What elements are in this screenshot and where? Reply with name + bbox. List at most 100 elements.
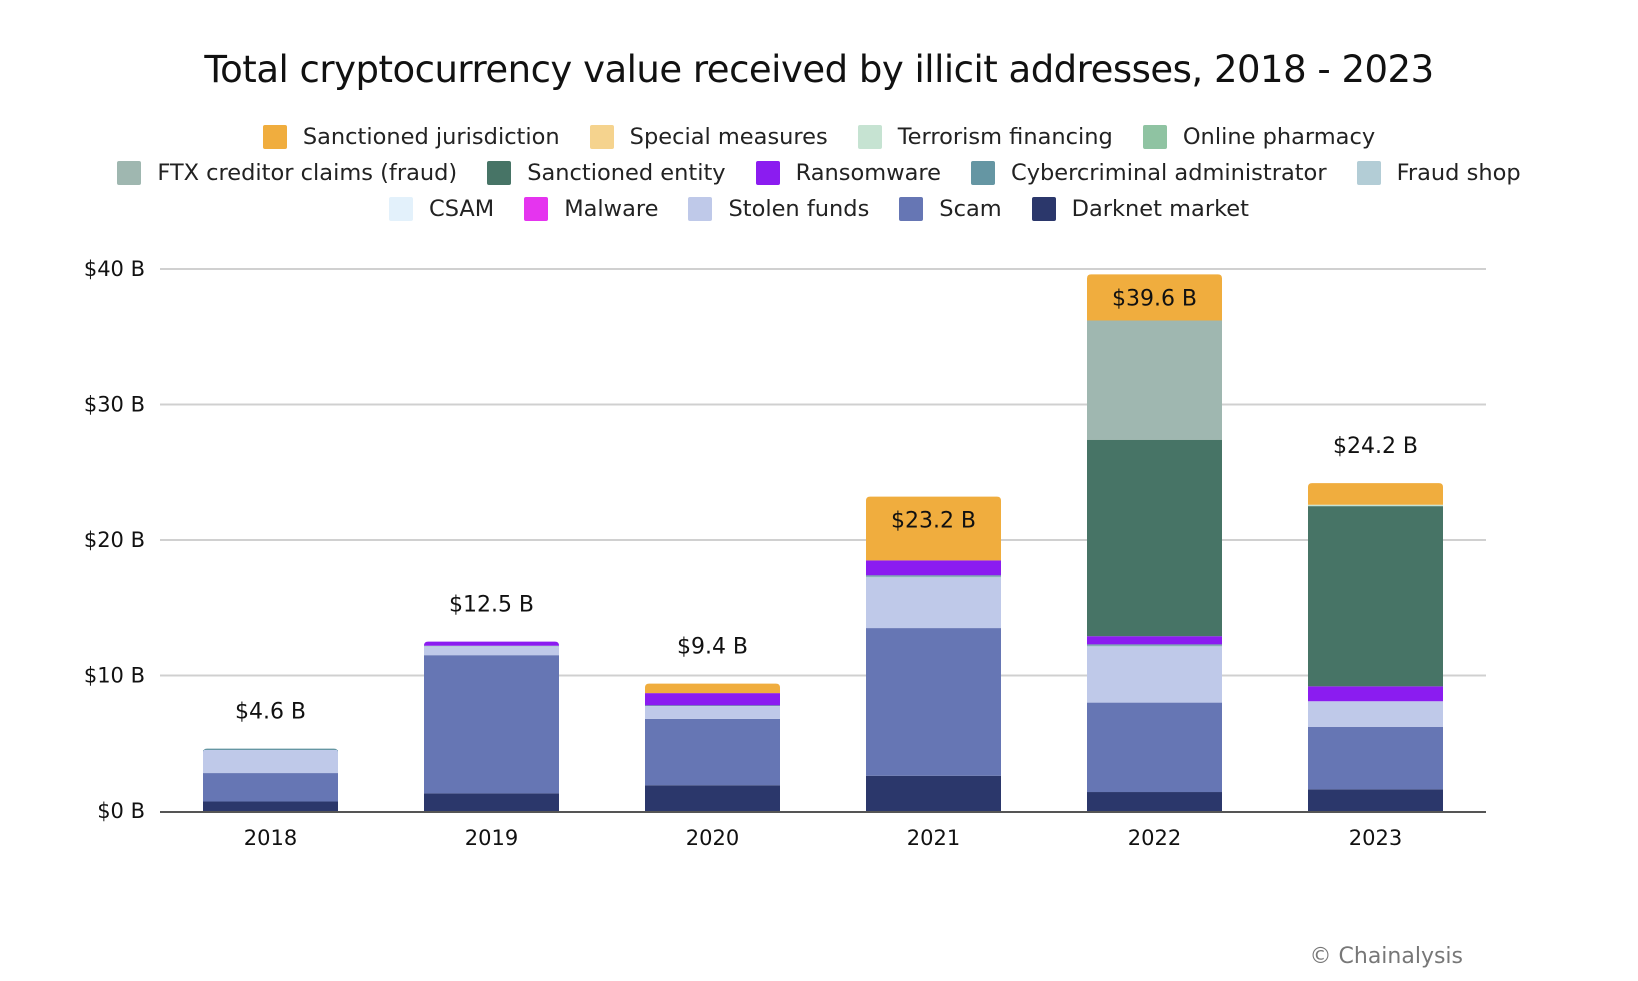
bar-segment-ransomware[interactable]	[645, 693, 780, 706]
bar-segment-stolen-funds[interactable]	[203, 750, 338, 774]
bar-segment-ftx-creditor-claims-fraud[interactable]	[1087, 320, 1222, 440]
bar-segment-darknet-market[interactable]	[203, 801, 338, 811]
legend-swatch	[262, 125, 287, 149]
legend-item[interactable]: Sanctioned jurisdiction	[262, 124, 560, 150]
x-tick-label: 2019	[465, 826, 518, 850]
legend-label: Special measures	[629, 124, 828, 150]
legend-label: Darknet market	[1071, 196, 1249, 222]
y-axis: $0 B $10 B $20 B $30 B $40 B	[84, 257, 145, 823]
legend-item[interactable]: Scam	[899, 196, 1002, 222]
y-tick-label: $20 B	[84, 528, 145, 552]
legend-item[interactable]: Terrorism financing	[857, 124, 1113, 150]
legend-swatch	[857, 125, 882, 149]
legend-swatch	[755, 161, 780, 185]
bar-segment-stolen-funds[interactable]	[424, 647, 559, 656]
bar-segment-stolen-funds[interactable]	[645, 706, 780, 719]
legend-label: Malware	[564, 196, 659, 222]
bar-stack-2018	[203, 748, 338, 811]
legend-label: Scam	[939, 196, 1002, 222]
legend-row: FTX creditor claims (fraud) Sanctioned en…	[0, 160, 1638, 191]
legend-label: Online pharmacy	[1182, 124, 1376, 150]
bar-segment-cybercriminal-administrator[interactable]	[1087, 644, 1222, 646]
bar-segment-sanctioned-jurisdiction[interactable]	[645, 683, 780, 694]
legend-swatch	[971, 161, 995, 185]
x-tick-label: 2023	[1349, 826, 1402, 850]
legend-label: CSAM	[429, 196, 495, 222]
legend-swatch	[487, 161, 512, 185]
bar-segment-fraud-shop[interactable]	[424, 645, 559, 648]
legend-label: Ransomware	[795, 160, 941, 186]
legend-item[interactable]: Ransomware	[755, 160, 941, 186]
bar-segment-ransomware[interactable]	[424, 641, 559, 646]
bar-segment-scam[interactable]	[203, 773, 338, 802]
legend-item[interactable]: CSAM	[389, 196, 494, 222]
total-label: $4.6 B	[235, 700, 306, 725]
bar-segment-darknet-market[interactable]	[1308, 789, 1443, 811]
y-tick-label: $40 B	[84, 257, 145, 281]
bar-segment-fraud-shop[interactable]	[1087, 645, 1222, 648]
legend-swatch	[1356, 161, 1381, 185]
bar-segment-scam[interactable]	[1087, 702, 1222, 793]
bar-segment-ransomware[interactable]	[1087, 636, 1222, 645]
x-tick-label: 2021	[907, 826, 960, 850]
bar-segment-darknet-market[interactable]	[645, 785, 780, 811]
legend-item[interactable]: FTX creditor claims (fraud)	[117, 160, 457, 186]
total-label: $24.2 B	[1333, 434, 1418, 459]
legend-swatch	[117, 161, 142, 185]
bar-segment-ransomware[interactable]	[866, 560, 1001, 576]
bar-segment-ransomware[interactable]	[1308, 686, 1443, 702]
legend-swatch	[1142, 125, 1167, 149]
legend-label: Sanctioned entity	[527, 160, 726, 186]
legend-label: Terrorism financing	[897, 124, 1113, 150]
legend-item[interactable]: Malware	[524, 196, 658, 222]
total-label: $39.6 B	[1112, 286, 1197, 311]
total-labels: $4.6 B $12.5 B $9.4 B $23.2 B $39.6 B $24.2 B	[235, 286, 1418, 724]
legend-swatch	[589, 125, 614, 149]
bar-segment-darknet-market[interactable]	[1087, 792, 1222, 811]
legend-item[interactable]: Special measures	[589, 124, 828, 150]
legend-swatch	[688, 197, 713, 221]
bar-segment-cybercriminal-administrator[interactable]	[645, 705, 780, 706]
legend-label: Stolen funds	[728, 196, 870, 222]
x-tick-label: 2018	[244, 826, 297, 850]
bar-segment-scam[interactable]	[866, 628, 1001, 776]
bar-segment-fraud-shop[interactable]	[645, 705, 780, 707]
bar-stack-2021	[866, 496, 1001, 811]
legend-label: Sanctioned jurisdiction	[302, 124, 560, 150]
legend-label: Cybercriminal administrator	[1011, 160, 1327, 186]
legend-swatch	[1031, 197, 1056, 221]
y-tick-label: $30 B	[84, 393, 145, 417]
legend-item[interactable]: Fraud shop	[1356, 160, 1521, 186]
bar-segment-darknet-market[interactable]	[424, 793, 559, 811]
legend-item[interactable]: Stolen funds	[688, 196, 869, 222]
bar-segment-terrorism-financing[interactable]	[1308, 504, 1443, 507]
bar-segment-scam[interactable]	[424, 655, 559, 794]
y-tick-label: $0 B	[97, 799, 145, 823]
legend-item[interactable]: Sanctioned entity	[487, 160, 726, 186]
bar-segment-scam[interactable]	[645, 718, 780, 786]
bar-segment-sanctioned-entity[interactable]	[1087, 439, 1222, 637]
legend-row: CSAM Malware Stolen funds Scam Darknet marke…	[0, 196, 1638, 227]
legend-swatch	[899, 197, 924, 221]
bar-segment-sanctioned-jurisdiction[interactable]	[866, 496, 1001, 561]
legend-item[interactable]: Cybercriminal administrator	[971, 160, 1327, 186]
bar-segment-cybercriminal-administrator[interactable]	[203, 748, 338, 753]
x-tick-label: 2022	[1128, 826, 1181, 850]
total-label: $12.5 B	[449, 593, 534, 618]
bar-segment-sanctioned-jurisdiction[interactable]	[1087, 274, 1222, 321]
bar-segment-stolen-funds[interactable]	[866, 577, 1001, 629]
legend-item[interactable]: Darknet market	[1031, 196, 1249, 222]
bar-segment-fraud-shop[interactable]	[866, 576, 1001, 578]
chart-title: Total cryptocurrency value received by i…	[204, 48, 1434, 91]
bar-segment-sanctioned-entity[interactable]	[1308, 506, 1443, 687]
bar-segment-stolen-funds[interactable]	[1308, 701, 1443, 727]
legend-item[interactable]: Online pharmacy	[1142, 124, 1376, 150]
bar-segment-sanctioned-jurisdiction[interactable]	[1308, 483, 1443, 505]
bar-segment-darknet-market[interactable]	[866, 775, 1001, 811]
bar-stack-2022	[1087, 274, 1222, 811]
bar-segment-stolen-funds[interactable]	[1087, 647, 1222, 703]
bar-segment-scam[interactable]	[1308, 726, 1443, 790]
legend-swatch	[524, 197, 549, 221]
bar-segment-cybercriminal-administrator[interactable]	[866, 575, 1001, 577]
